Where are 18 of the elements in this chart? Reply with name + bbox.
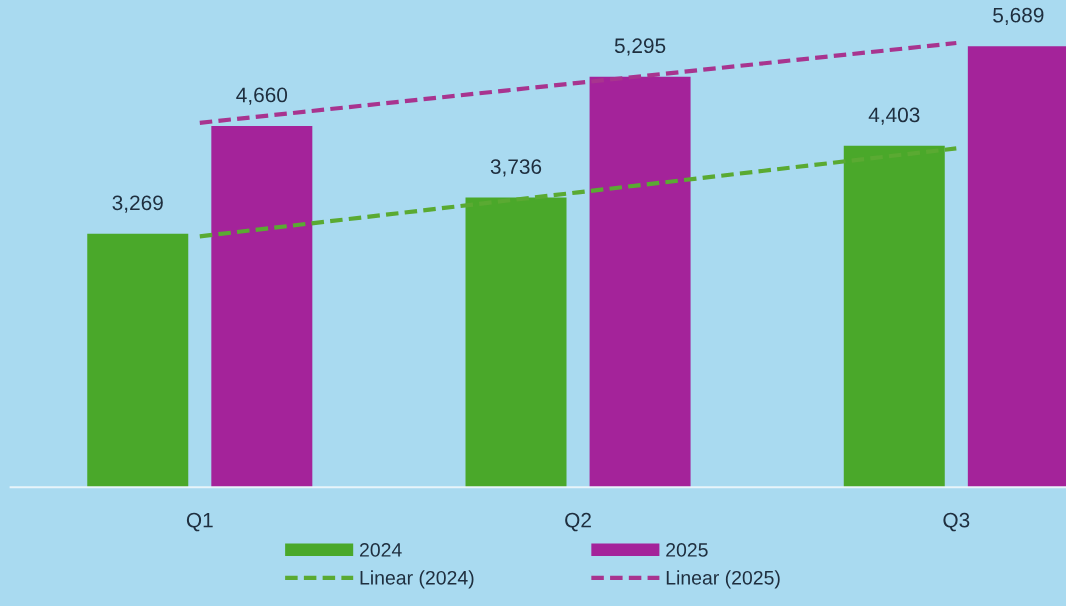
x-tick-label: Q3 <box>943 512 970 532</box>
data-label: 4,403 <box>868 107 920 125</box>
data-label: 4,660 <box>236 87 288 105</box>
legend-label: 2024 <box>360 543 402 557</box>
bar <box>211 125 313 488</box>
legend-label: 2025 <box>666 543 708 557</box>
data-label: 3,736 <box>490 159 542 177</box>
legend-label: Linear (2024) <box>360 570 474 589</box>
bar <box>843 145 945 488</box>
data-label: 5,689 <box>993 7 1044 26</box>
bar <box>589 76 691 488</box>
data-label: 5,295 <box>614 38 666 56</box>
bar <box>87 233 189 488</box>
x-tick-label: Q2 <box>565 512 591 532</box>
x-tick-label: Q1 <box>186 512 213 532</box>
legend-label: Linear (2025) <box>666 570 780 589</box>
data-label: 3,269 <box>112 195 163 213</box>
bar <box>465 197 567 488</box>
